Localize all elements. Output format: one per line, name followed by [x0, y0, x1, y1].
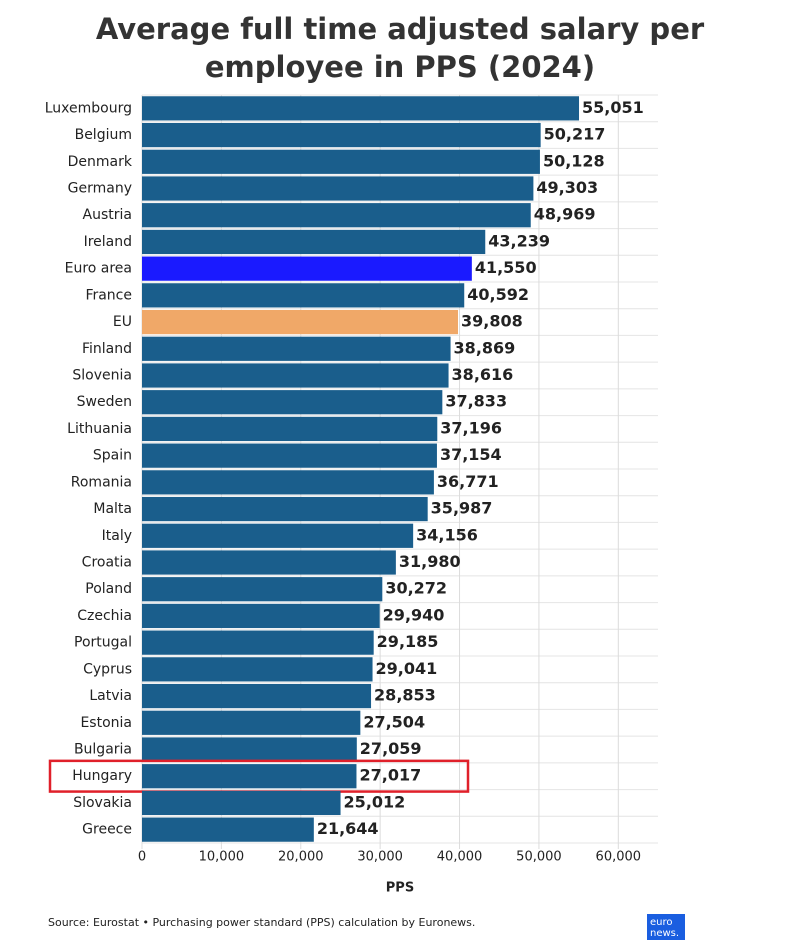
value-label: 39,808: [461, 312, 523, 331]
value-label: 30,272: [385, 579, 447, 598]
y-tick-label: Latvia: [89, 688, 132, 704]
y-tick-label: France: [85, 287, 132, 303]
chart-title: Average full time adjusted salary per em…: [95, 12, 705, 84]
bar: [142, 363, 449, 388]
value-label: 27,017: [359, 766, 421, 785]
y-tick-label: Sweden: [77, 394, 132, 410]
value-label: 55,051: [582, 98, 644, 117]
bar: [142, 577, 383, 602]
value-label: 40,592: [467, 285, 529, 304]
y-tick-label: Finland: [82, 341, 132, 357]
value-label: 31,980: [399, 552, 461, 571]
bar: [142, 176, 534, 201]
source: Source: Eurostat • Purchasing power stan…: [48, 916, 475, 929]
y-tick-label: Slovenia: [72, 368, 132, 384]
bar: [142, 790, 341, 816]
value-label: 50,128: [543, 151, 605, 170]
logo-text: euro: [650, 917, 673, 928]
y-tick-label: Portugal: [74, 635, 132, 651]
value-label: 27,059: [360, 739, 422, 758]
value-label: 50,217: [544, 125, 606, 144]
y-tick-label: Italy: [102, 528, 132, 544]
value-label: 35,987: [431, 499, 493, 518]
y-tick-label: Hungary: [72, 768, 132, 784]
value-label: 27,504: [363, 712, 425, 731]
bar: [142, 203, 531, 228]
bar: [142, 470, 434, 495]
bar: [142, 630, 374, 655]
bar: [142, 550, 396, 575]
value-label: 37,154: [440, 445, 502, 464]
value-label: 29,940: [383, 605, 445, 624]
value-label: 28,853: [374, 686, 436, 705]
bar: [142, 603, 380, 629]
bar: [142, 336, 451, 361]
value-label: 37,196: [440, 418, 502, 437]
value-label: 43,239: [488, 231, 550, 250]
y-tick-label: Austria: [83, 207, 132, 223]
bar: [142, 443, 437, 468]
bar: [142, 122, 541, 148]
bar: [142, 657, 373, 682]
y-tick-label: Denmark: [68, 154, 133, 170]
y-tick-label: Cyprus: [83, 661, 132, 677]
y-tick-label: Spain: [93, 448, 132, 464]
bar: [142, 256, 472, 281]
bar: [142, 683, 372, 709]
x-tick-label: 50,000: [516, 850, 562, 865]
y-tick-label: Germany: [68, 181, 132, 197]
y-tick-label: Czechia: [77, 608, 132, 624]
bar: [142, 416, 438, 442]
value-label: 29,041: [376, 659, 438, 678]
value-label: 48,969: [534, 205, 596, 224]
x-tick-label: 0: [138, 850, 146, 865]
y-tick-label: Luxembourg: [45, 100, 132, 116]
y-tick-label: Malta: [93, 501, 132, 517]
bar: [142, 710, 361, 735]
value-label: 49,303: [536, 178, 598, 197]
x-tick-label: 30,000: [357, 850, 403, 865]
bar: [142, 283, 465, 308]
value-label: 25,012: [344, 792, 406, 811]
x-tick-label: 60,000: [596, 850, 642, 865]
y-tick-label: Bulgaria: [74, 742, 132, 758]
bar: [142, 737, 357, 762]
x-tick-label: 10,000: [199, 850, 245, 865]
logo-box: [647, 914, 685, 940]
x-tick-label: 20,000: [278, 850, 324, 865]
bar: [142, 309, 459, 335]
y-tick-label: Slovakia: [73, 795, 132, 811]
y-tick-label: Lithuania: [67, 421, 132, 437]
y-tick-label: EU: [113, 314, 132, 330]
x-tick-label: 40,000: [437, 850, 483, 865]
bar: [142, 390, 443, 415]
y-tick-label: Croatia: [82, 555, 132, 571]
bar: [142, 764, 357, 789]
bar: [142, 496, 428, 522]
value-label: 41,550: [475, 258, 537, 277]
y-tick-label: Greece: [82, 822, 132, 838]
value-label: 29,185: [377, 632, 439, 651]
value-label: 34,156: [416, 525, 478, 544]
y-tick-label: Estonia: [80, 715, 132, 731]
logo-text: news.: [650, 928, 679, 939]
bar: [142, 229, 486, 255]
bar: [142, 96, 580, 121]
bar: [142, 149, 540, 174]
y-tick-label: Belgium: [75, 127, 132, 143]
y-tick-label: Poland: [85, 581, 132, 597]
value-label: 21,644: [317, 819, 379, 838]
y-tick-label: Euro area: [65, 261, 132, 277]
bar: [142, 817, 314, 842]
bar: [142, 523, 414, 548]
value-label: 38,616: [452, 365, 514, 384]
value-label: 38,869: [454, 338, 516, 357]
y-tick-label: Romania: [71, 474, 132, 490]
y-tick-label: Ireland: [84, 234, 132, 250]
value-label: 36,771: [437, 472, 499, 491]
value-label: 37,833: [445, 392, 507, 411]
x-axis-label: PPS: [386, 881, 414, 896]
